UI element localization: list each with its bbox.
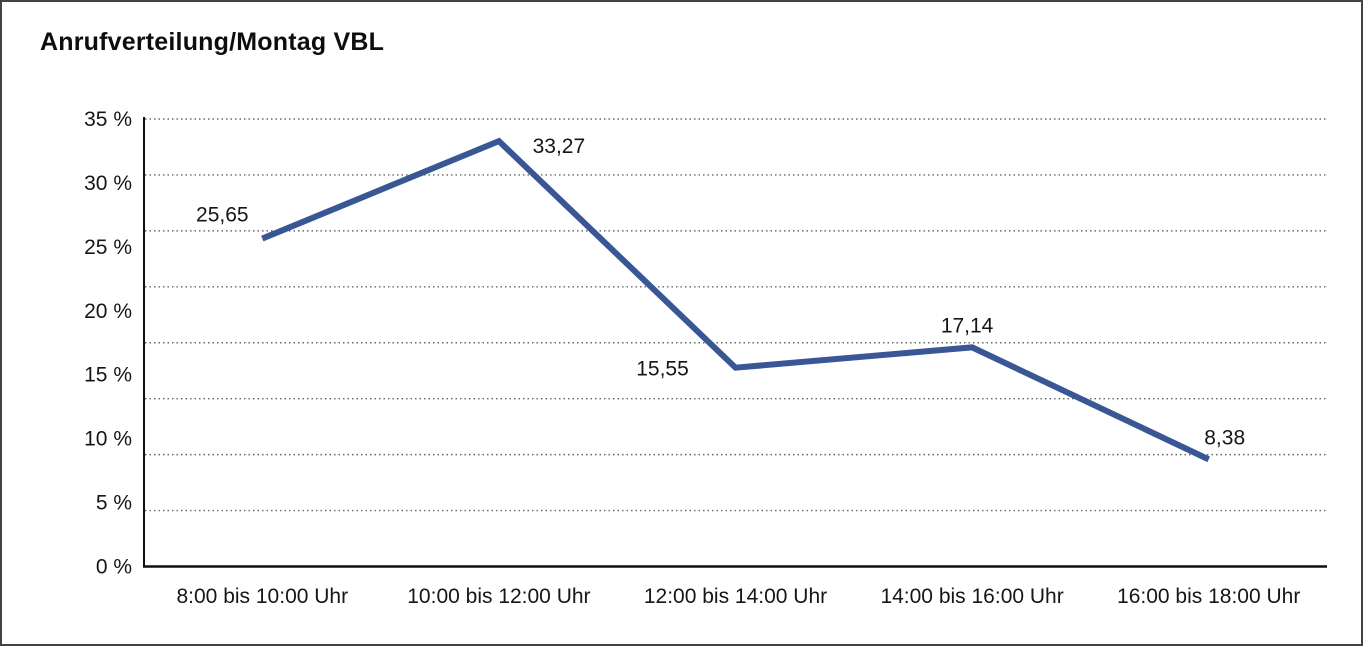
x-category-label: 8:00 bis 10:00 Uhr [176,585,348,608]
data-point-label: 33,27 [533,135,586,158]
x-category-label: 10:00 bis 12:00 Uhr [407,585,590,608]
data-point-label: 8,38 [1204,426,1245,449]
chart-title: Anrufverteilung/Montag VBL [40,28,385,56]
y-tick-label: 20 % [84,300,132,323]
y-tick-label: 15 % [84,364,132,387]
y-tick-label: 0 % [96,556,132,579]
x-category-label: 16:00 bis 18:00 Uhr [1117,585,1300,608]
y-tick-label: 25 % [84,236,132,259]
y-tick-label: 35 % [84,108,132,131]
data-point-label: 25,65 [196,204,249,227]
y-tick-label: 30 % [84,172,132,195]
x-category-label: 14:00 bis 16:00 Uhr [880,585,1063,608]
data-point-label: 17,14 [941,314,994,337]
data-line [261,137,1210,463]
y-tick-label: 10 % [84,428,132,451]
x-category-label: 12:00 bis 14:00 Uhr [644,585,827,608]
y-tick-label: 5 % [96,492,132,515]
data-point-label: 15,55 [636,358,689,381]
